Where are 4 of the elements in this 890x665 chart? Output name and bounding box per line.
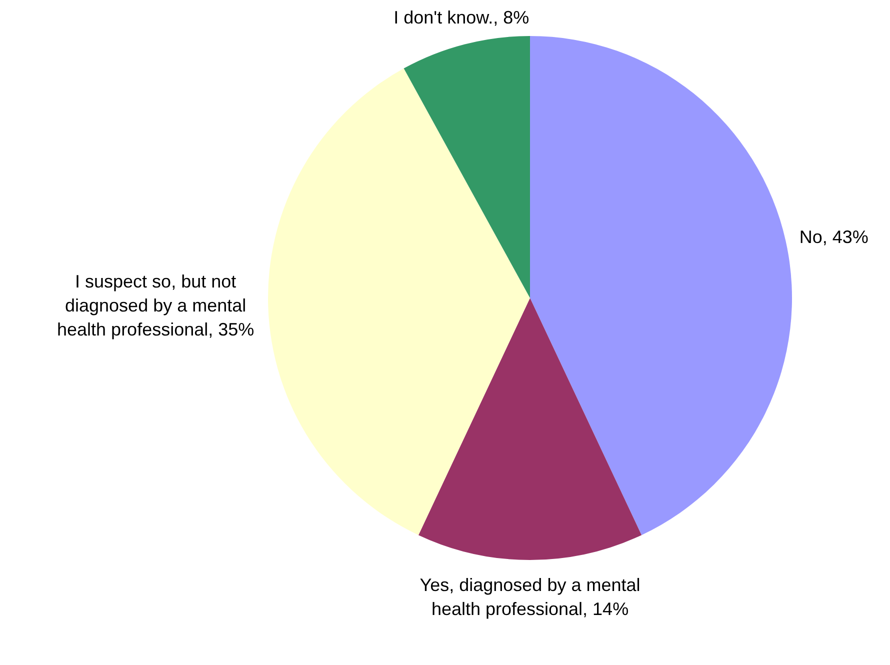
slice-label: I don't know., 8% bbox=[394, 8, 530, 28]
slice-label: No, 43% bbox=[799, 226, 868, 247]
slice-label: Yes, diagnosed by a mental health professional, 14% bbox=[420, 574, 640, 619]
slice-label: I suspect so, but not diagnosed by a mental health professional, 35% bbox=[57, 272, 254, 340]
